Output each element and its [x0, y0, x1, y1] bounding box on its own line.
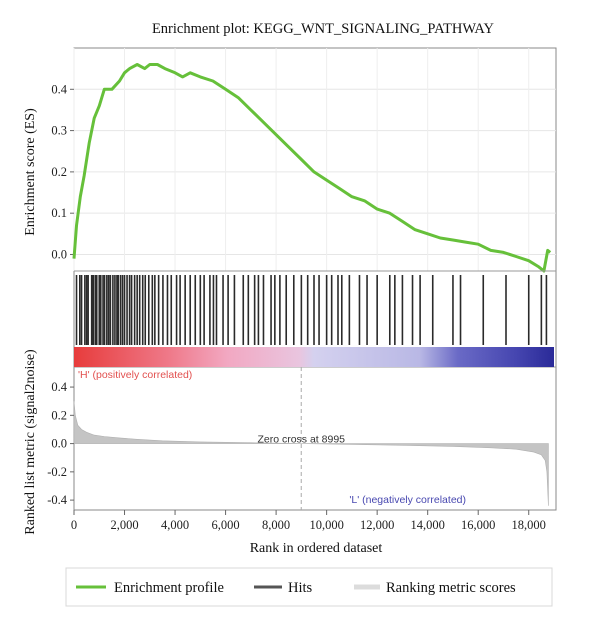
- legend: Enrichment profile Hits Ranking metric s…: [65, 567, 553, 607]
- es-y-axis-label: Enrichment score (ES): [23, 108, 38, 236]
- legend-metric-label: Ranking metric scores: [386, 580, 516, 596]
- legend-enrichment-label: Enrichment profile: [114, 580, 224, 596]
- es-y-tick-label: 0.4: [51, 82, 67, 96]
- es-y-tick-label: 0.1: [51, 206, 67, 220]
- ranking-metric-area: [73, 401, 549, 506]
- metric-y-ticks: 0.4 0.2 0.0 -0.2 -0.4: [47, 380, 74, 507]
- metric-y-tick-label: 0.0: [51, 437, 67, 451]
- metric-y-axis-label: Ranked list metric (signal2noise): [23, 349, 38, 535]
- hits-panel: [75, 275, 548, 345]
- es-y-tick-label: 0.3: [51, 124, 67, 138]
- metric-y-tick-label: 0.4: [51, 380, 67, 394]
- metric-y-tick-label: -0.4: [47, 493, 68, 507]
- enrichment-profile-line: [72, 63, 552, 273]
- x-axis-label: Rank in ordered dataset: [250, 541, 383, 556]
- chart-title: Enrichment plot: KEGG_WNT_SIGNALING_PATH…: [152, 21, 495, 37]
- x-tick-label: 8,000: [262, 518, 290, 532]
- ranking-colorbar: [74, 347, 554, 367]
- zero-cross-annotation: Zero cross at 8995: [257, 434, 345, 446]
- es-y-tick-label: 0.0: [51, 247, 67, 261]
- es-y-ticks: 0.0 0.1 0.2 0.3 0.4: [51, 82, 74, 261]
- x-tick-label: 12,000: [360, 518, 394, 532]
- x-tick-label: 4,000: [161, 518, 189, 532]
- x-axis-ticks: 0 2,000 4,000 6,000 8,000 10,000 12,000 14,000 1…: [71, 510, 546, 532]
- x-tick-label: 16,000: [461, 518, 495, 532]
- es-grid: [73, 48, 556, 271]
- legend-hits-label: Hits: [288, 580, 313, 596]
- legend-box: [65, 567, 553, 607]
- negative-correlated-label: 'L' (negatively correlated): [349, 494, 466, 506]
- x-tick-label: 10,000: [309, 518, 343, 532]
- x-tick-label: 14,000: [410, 518, 444, 532]
- x-tick-label: 0: [71, 518, 77, 532]
- metric-y-tick-label: -0.2: [47, 465, 67, 479]
- metric-y-tick-label: 0.2: [51, 408, 67, 422]
- x-tick-label: 18,000: [512, 518, 546, 532]
- es-y-tick-label: 0.2: [51, 165, 67, 179]
- positive-correlated-label: 'H' (positively correlated): [78, 369, 192, 381]
- x-tick-label: 6,000: [212, 518, 240, 532]
- x-tick-label: 2,000: [110, 518, 138, 532]
